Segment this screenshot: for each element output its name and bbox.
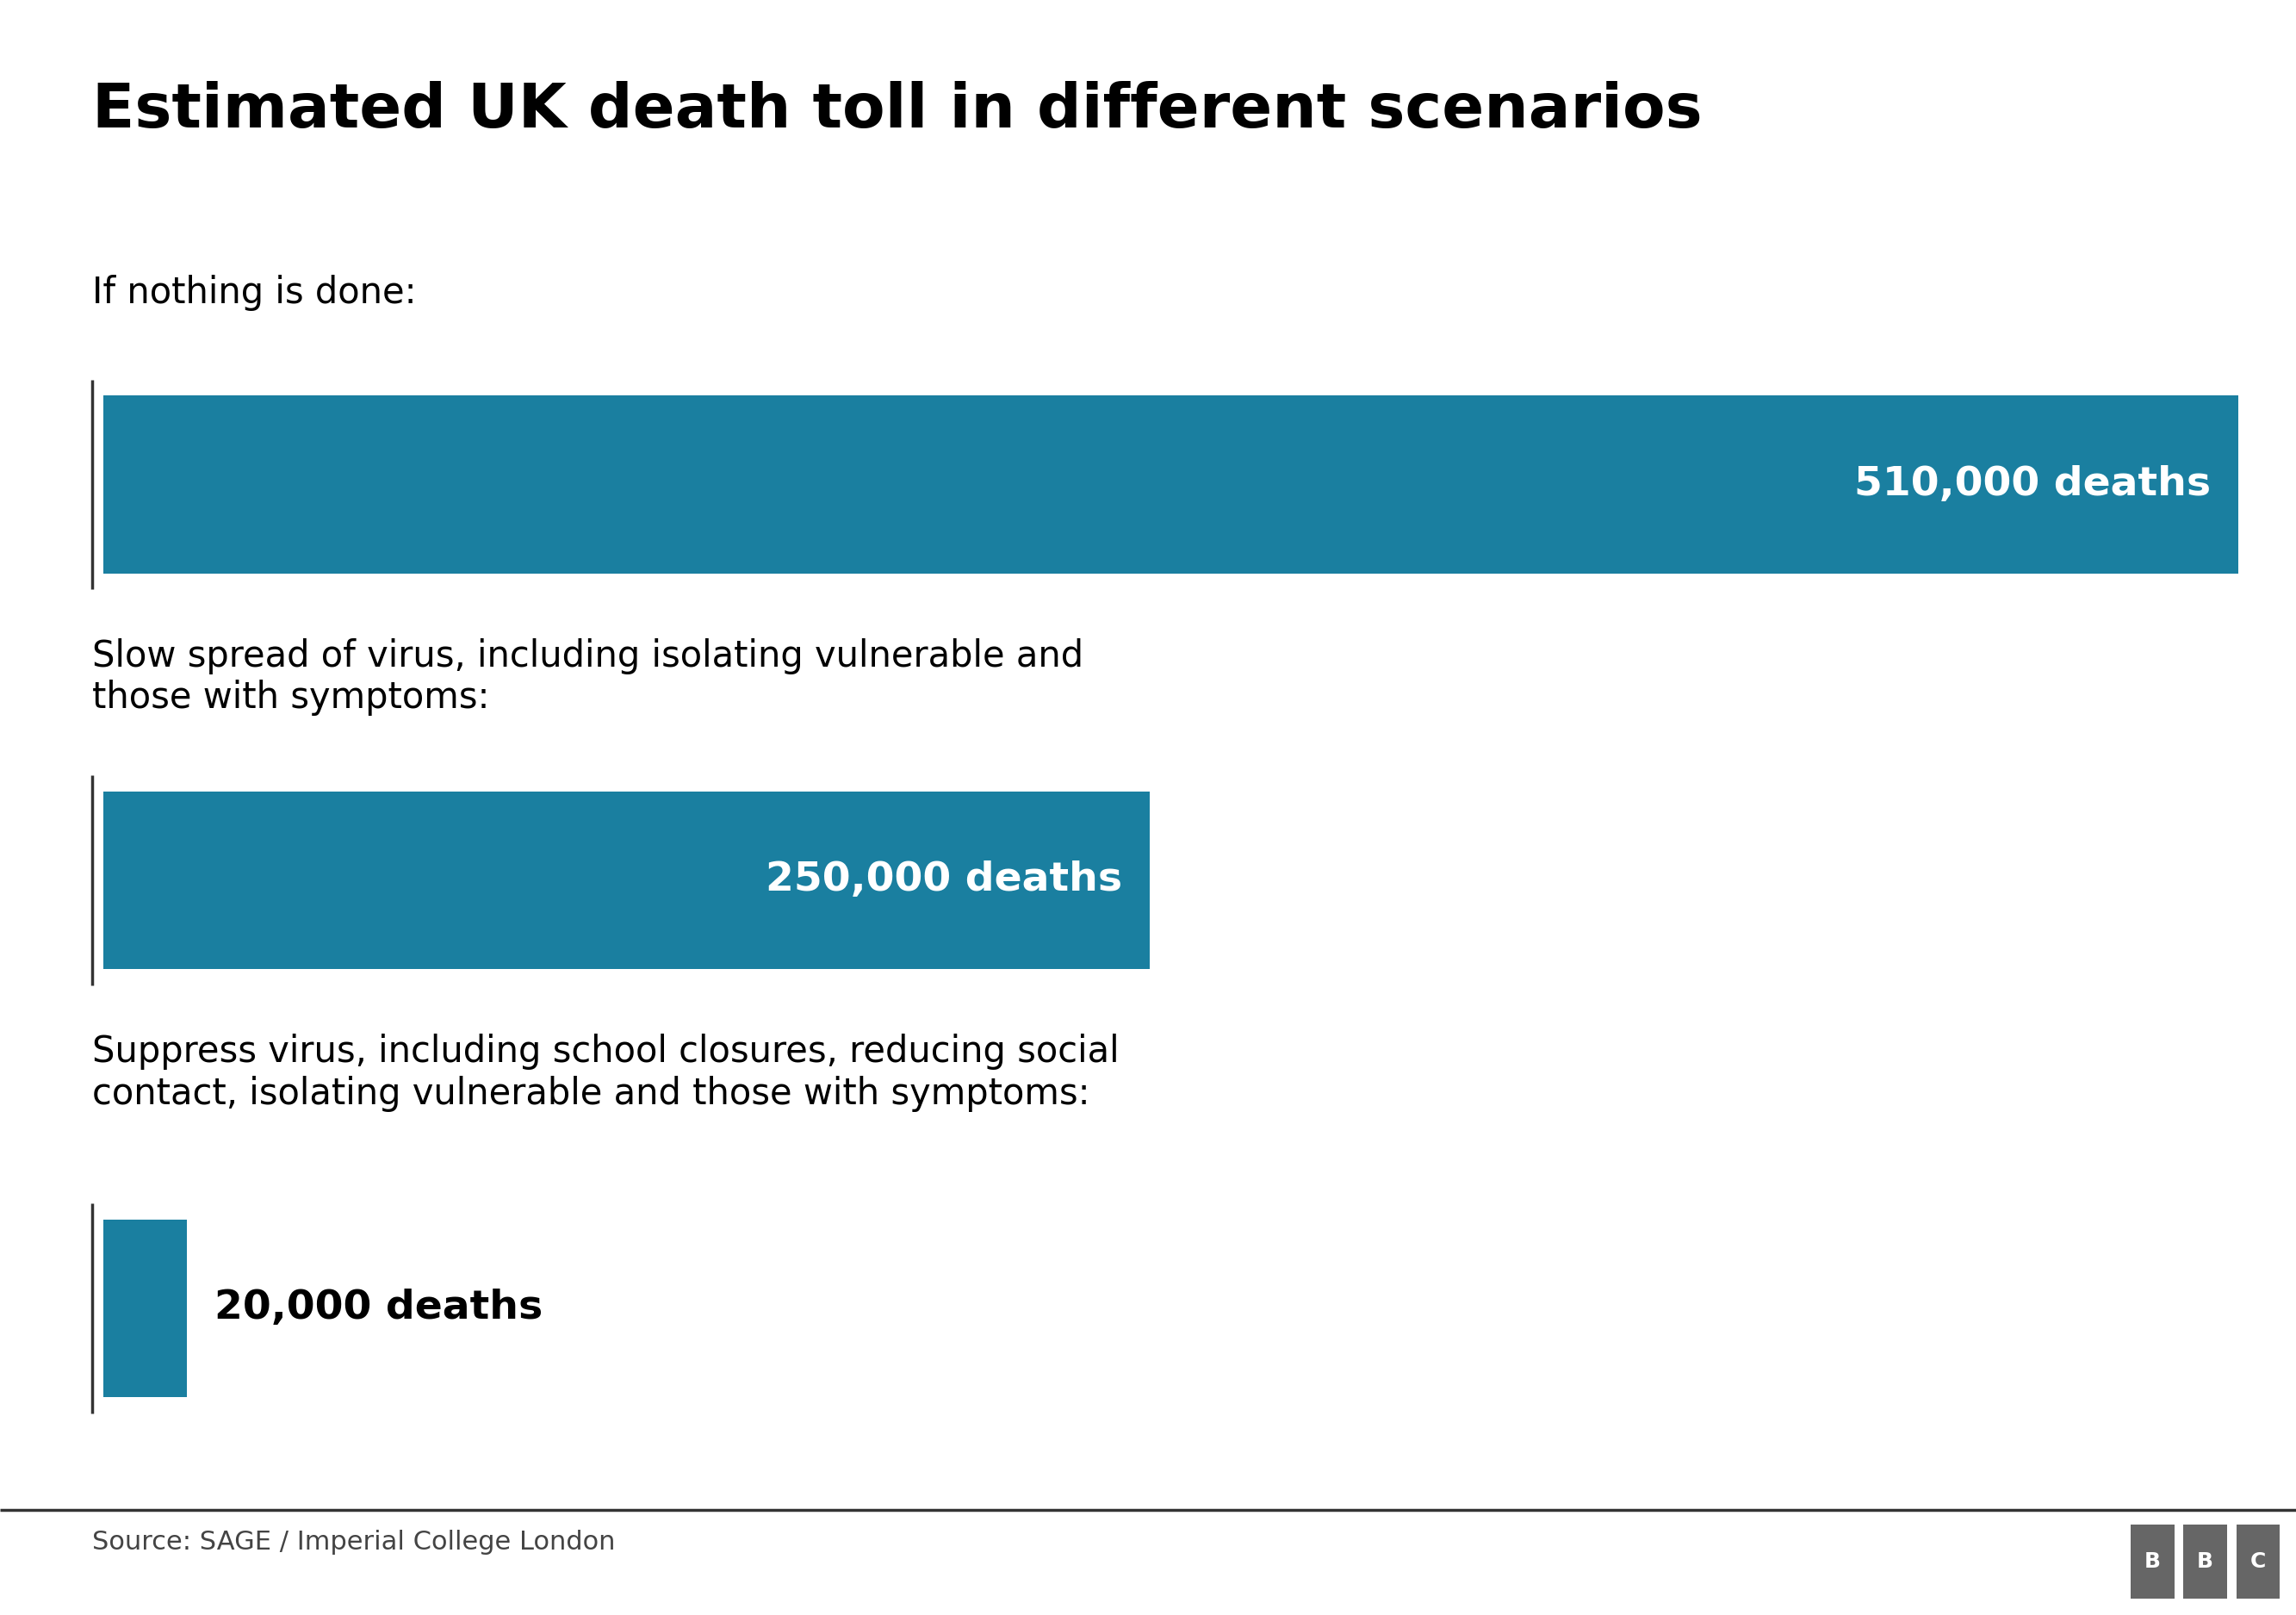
Bar bbox=[103, 791, 1150, 969]
Text: Estimated UK death toll in different scenarios: Estimated UK death toll in different sce… bbox=[92, 81, 1701, 141]
Bar bbox=[2236, 1525, 2280, 1599]
Text: Suppress virus, including school closures, reducing social
contact, isolating vu: Suppress virus, including school closure… bbox=[92, 1034, 1118, 1111]
Bar bbox=[2183, 1525, 2227, 1599]
Bar bbox=[103, 396, 2239, 573]
Text: 250,000 deaths: 250,000 deaths bbox=[767, 861, 1123, 900]
Bar bbox=[103, 1219, 186, 1397]
Text: B: B bbox=[2197, 1552, 2213, 1571]
Text: If nothing is done:: If nothing is done: bbox=[92, 275, 416, 310]
Bar bbox=[2131, 1525, 2174, 1599]
Text: 20,000 deaths: 20,000 deaths bbox=[214, 1289, 542, 1328]
Text: Slow spread of virus, including isolating vulnerable and
those with symptoms:: Slow spread of virus, including isolatin… bbox=[92, 638, 1084, 715]
Text: C: C bbox=[2250, 1552, 2266, 1571]
Text: B: B bbox=[2144, 1552, 2161, 1571]
Text: Source: SAGE / Imperial College London: Source: SAGE / Imperial College London bbox=[92, 1529, 615, 1554]
Text: 510,000 deaths: 510,000 deaths bbox=[1855, 465, 2211, 504]
